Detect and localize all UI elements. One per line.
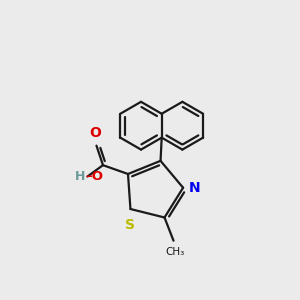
Text: –O: –O	[85, 170, 103, 183]
Text: O: O	[89, 126, 101, 140]
Text: S: S	[125, 218, 135, 232]
Text: CH₃: CH₃	[166, 247, 185, 257]
Text: H: H	[74, 170, 85, 183]
Text: N: N	[189, 181, 201, 195]
